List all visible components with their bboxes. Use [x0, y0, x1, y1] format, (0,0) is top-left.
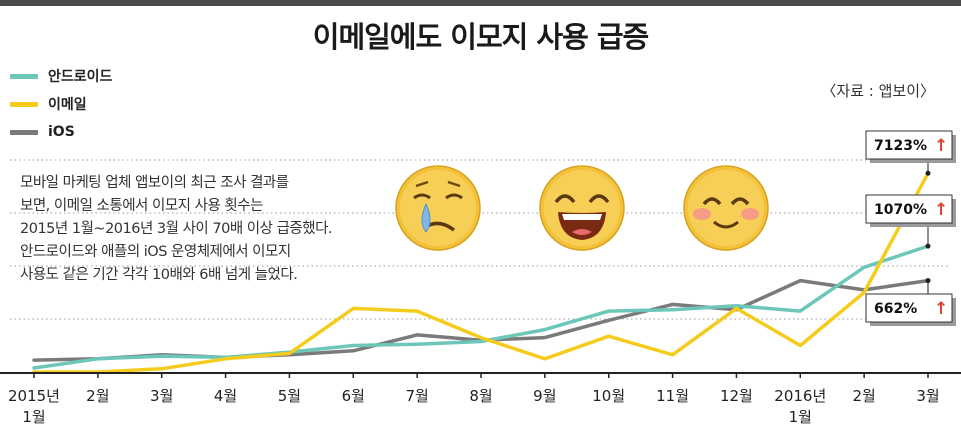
up-arrow-icon: ↑ — [934, 299, 948, 319]
x-tick-label: 2015년 1월 — [8, 387, 60, 426]
callout-value-email: 7123% — [874, 138, 927, 154]
callout-value-ios: 662% — [874, 301, 917, 317]
legend-swatch-email — [10, 101, 38, 107]
crying-face-emoji — [395, 165, 481, 251]
x-tick-label: 4월 — [214, 387, 237, 405]
up-arrow-icon: ↑ — [934, 136, 948, 156]
series-line-ios — [32, 278, 930, 362]
legend: 안드로이드 이메일 iOS — [10, 62, 112, 146]
description-line: 보면, 이메일 소통에서 이모지 사용 횟수는 — [20, 198, 263, 214]
x-tick-label: 7월 — [405, 387, 428, 405]
x-tick-label: 9월 — [533, 387, 556, 405]
up-arrow-icon: ↑ — [934, 200, 948, 220]
legend-item-email: 이메일 — [10, 90, 112, 118]
series-end-point-android — [925, 243, 931, 249]
series-line-android — [32, 244, 930, 370]
series-lines — [32, 171, 930, 374]
callout-box-email — [865, 130, 953, 160]
description-line: 안드로이드와 애플의 iOS 운영체제에서 이모지 — [20, 244, 291, 260]
x-tick-label: 3월 — [916, 387, 939, 405]
series-end-point-ios — [925, 278, 931, 284]
x-tick-label: 10월 — [592, 387, 625, 405]
x-tick-label: 3월 — [150, 387, 173, 405]
legend-item-ios: iOS — [10, 118, 112, 146]
callouts: 7123% ↑ 1070% ↑ 662% ↑ — [865, 130, 956, 326]
legend-swatch-ios — [10, 129, 38, 135]
callout-box-android — [865, 194, 953, 224]
description-line: 2015년 1월~2016년 3월 사이 70배 이상 급증했다. — [20, 221, 333, 237]
callout-box-ios — [865, 293, 953, 323]
callout-value-android: 1070% — [874, 202, 927, 218]
legend-item-android: 안드로이드 — [10, 62, 112, 90]
smiling-blush-face-emoji — [683, 165, 769, 251]
source-note: 〈자료 : 앱보이〉 — [821, 82, 935, 100]
x-tick-label: 2016년 1월 — [774, 387, 826, 426]
laughing-face-emoji — [539, 165, 625, 251]
x-tick-label: 8월 — [469, 387, 492, 405]
legend-label-android: 안드로이드 — [48, 69, 113, 85]
description-line: 모바일 마케팅 업체 앱보이의 최근 조사 결과를 — [20, 175, 289, 191]
chart-title: 이메일에도 이모지 사용 급증 — [312, 20, 649, 54]
legend-label-ios: iOS — [48, 124, 75, 140]
x-tick-label: 5월 — [278, 387, 301, 405]
x-tick-label: 6월 — [342, 387, 365, 405]
legend-label-email: 이메일 — [48, 97, 87, 113]
x-axis: 2015년 1월 2월 3월 4월 5월 6월 7월 8월 9월 10월 11월 12월 2016년 1월 2… — [0, 372, 961, 426]
emoji-group — [395, 165, 769, 251]
x-tick-label: 2월 — [852, 387, 875, 405]
x-tick-label: 12월 — [720, 387, 753, 405]
series-end-point-email — [925, 170, 931, 176]
x-tick-label: 2월 — [86, 387, 109, 405]
description-line: 사용도 같은 기간 각각 10배와 6배 넘게 늘었다. — [20, 267, 298, 283]
description: 모바일 마케팅 업체 앱보이의 최근 조사 결과를 보면, 이메일 소통에서 이… — [20, 172, 392, 287]
x-tick-label: 11월 — [656, 387, 689, 405]
top-bar — [0, 0, 961, 6]
legend-swatch-android — [10, 73, 38, 79]
series-line-email — [32, 171, 930, 374]
